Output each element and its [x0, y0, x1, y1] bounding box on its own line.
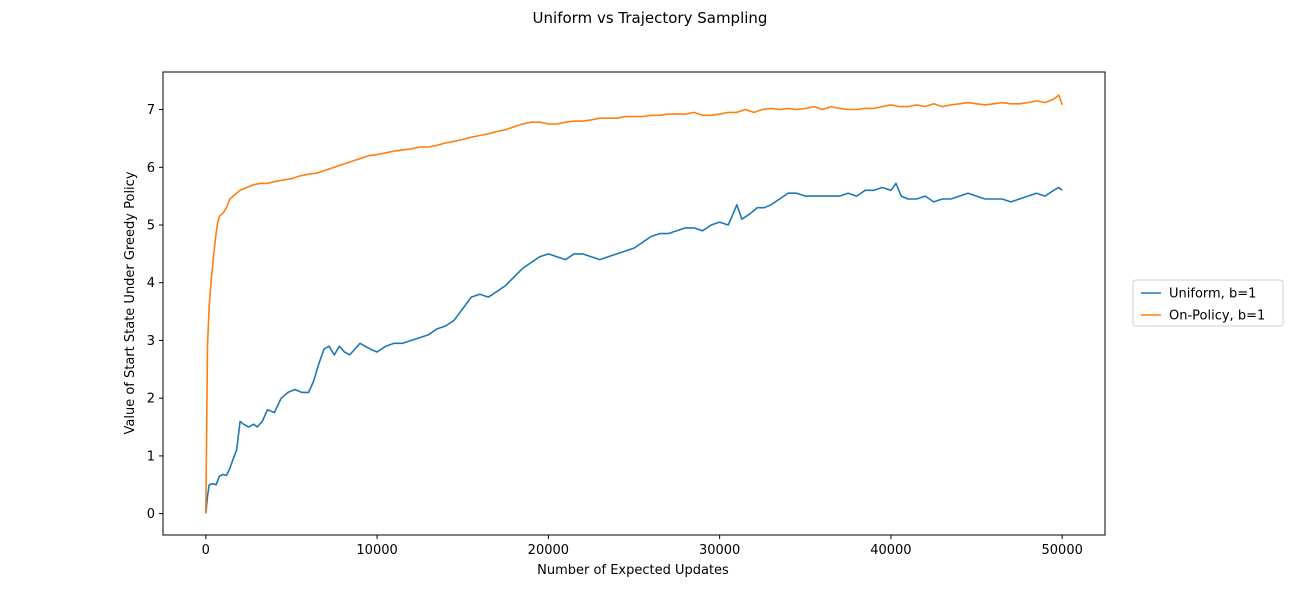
x-axis-label: Number of Expected Updates	[537, 563, 729, 578]
series-line-0	[205, 182, 1063, 514]
legend-label-1: On-Policy, b=1	[1169, 309, 1265, 324]
x-tick-label: 20000	[528, 543, 569, 558]
x-tick-label: 50000	[1042, 543, 1083, 558]
y-tick-label: 6	[147, 161, 155, 176]
x-tick-label: 10000	[356, 543, 397, 558]
y-tick-label: 7	[147, 103, 155, 118]
x-tick-label: 40000	[870, 543, 911, 558]
x-tick-label: 0	[202, 543, 210, 558]
y-tick-label: 2	[147, 392, 155, 407]
legend: Uniform, b=1 On-Policy, b=1	[1132, 279, 1284, 327]
x-tick-label: 30000	[699, 543, 740, 558]
y-axis-label: Value of Start State Under Greedy Policy	[123, 171, 138, 434]
axis-ticks: 0 10000 20000 30000 40000 50000 0 1 2 3 4 5 6 7	[147, 103, 1083, 558]
y-tick-label: 4	[147, 276, 155, 291]
plot-frame	[162, 71, 1106, 536]
legend-frame	[1132, 279, 1284, 327]
series-line-1	[205, 94, 1063, 514]
y-tick-label: 1	[147, 449, 155, 464]
y-tick-label: 0	[147, 507, 155, 522]
y-tick-label: 5	[147, 218, 155, 233]
plot-area	[162, 71, 1106, 536]
y-tick-label: 3	[147, 334, 155, 349]
chart-title: Uniform vs Trajectory Sampling	[533, 9, 768, 27]
legend-label-0: Uniform, b=1	[1169, 287, 1256, 302]
